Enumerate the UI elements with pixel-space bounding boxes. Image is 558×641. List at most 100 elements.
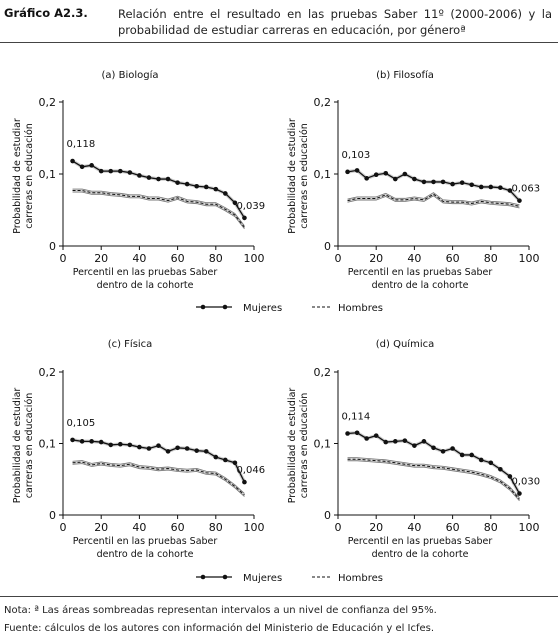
x-tick-label: 100	[244, 252, 265, 265]
footnote: Nota: ª Las áreas sombreadas representan…	[4, 605, 437, 616]
legend-men-label: Hombres	[338, 303, 383, 314]
x-tick-label: 0	[60, 521, 67, 534]
women-data-point	[242, 479, 247, 485]
women-data-point	[498, 466, 503, 472]
x-tick-label: 20	[94, 521, 108, 534]
women-data-point	[488, 460, 494, 466]
men-series-line	[347, 193, 520, 207]
women-data-point	[354, 430, 360, 436]
men-confidence-band	[347, 192, 520, 208]
women-data-point	[450, 181, 455, 187]
x-axis-label: Percentil en las pruebas Saber	[73, 536, 218, 547]
women-data-point	[459, 180, 465, 185]
data-label-start: 0,114	[342, 411, 371, 422]
women-data-point	[373, 433, 379, 438]
x-tick-label: 40	[407, 521, 421, 534]
x-tick-label: 100	[519, 521, 540, 534]
women-data-point	[393, 439, 398, 444]
y-tick-label: 0,1	[39, 168, 57, 181]
men-series-line	[347, 458, 520, 500]
women-data-point	[232, 460, 238, 466]
x-tick-label: 20	[369, 252, 383, 265]
women-data-point	[478, 457, 484, 463]
y-tick-label: 0	[49, 509, 56, 522]
x-tick-label: 100	[244, 521, 265, 534]
women-data-point	[165, 449, 171, 454]
y-tick-label: 0,2	[314, 96, 332, 109]
women-data-point	[469, 452, 475, 458]
x-axis-label: Percentil en las pruebas Saber	[348, 536, 493, 547]
women-data-point	[431, 445, 436, 451]
panel-2: (b) Filosofía 0 0,1 0,2 0 20 40 60 80 100 Percenti…	[287, 69, 540, 291]
x-tick-label: 60	[171, 252, 185, 265]
y-axis-label: Probabilidad de estudiar	[12, 388, 23, 504]
women-data-point	[175, 180, 180, 185]
women-data-point	[213, 186, 219, 192]
men-confidence-band-lower	[72, 463, 245, 497]
x-tick-label: 60	[171, 521, 185, 534]
women-data-point	[184, 181, 190, 187]
women-data-point	[488, 184, 494, 190]
women-data-point	[412, 443, 417, 448]
women-data-point	[364, 176, 369, 181]
women-data-point	[364, 436, 369, 441]
y-tick-label: 0,2	[39, 96, 57, 109]
legend: Mujeres Hombres	[196, 303, 383, 314]
women-data-point	[70, 158, 75, 164]
y-axis-label: carreras en educación	[299, 123, 310, 229]
women-data-point	[137, 444, 142, 450]
x-tick-label: 0	[335, 252, 342, 265]
figure-title: Relación entre el resultado en las prueb…	[118, 7, 552, 37]
women-data-point	[108, 168, 114, 174]
y-tick-label: 0,1	[314, 168, 332, 181]
women-data-point	[402, 171, 408, 177]
women-data-point	[156, 443, 161, 448]
women-data-point	[98, 439, 104, 445]
legend-women-label: Mujeres	[243, 573, 282, 584]
legend-women-marker	[222, 574, 228, 580]
women-data-point	[354, 168, 360, 173]
y-axis-label: carreras en educación	[24, 393, 35, 499]
women-data-point	[232, 200, 238, 206]
men-confidence-band-upper	[347, 192, 520, 206]
women-data-point	[203, 184, 209, 190]
data-label-end: 0,039	[236, 201, 265, 212]
women-data-point	[431, 179, 436, 185]
y-axis-label: Probabilidad de estudiar	[287, 388, 298, 504]
data-label-end: 0,046	[236, 465, 265, 476]
women-data-point	[507, 474, 513, 479]
y-axis-label: Probabilidad de estudiar	[287, 118, 298, 234]
women-data-point	[507, 188, 513, 193]
women-data-point	[175, 445, 180, 451]
men-series-line	[72, 461, 245, 496]
women-data-point	[223, 457, 228, 463]
y-axis-label: carreras en educación	[299, 393, 310, 499]
x-tick-label: 80	[209, 521, 223, 534]
women-data-point	[345, 169, 350, 175]
women-data-point	[469, 182, 475, 188]
women-data-point	[127, 170, 133, 175]
women-data-point	[203, 449, 209, 454]
figure-label: Gráfico A2.3.	[4, 6, 88, 20]
x-tick-label: 40	[407, 252, 421, 265]
panel-title: (c) Física	[108, 338, 153, 350]
panel-1: (a) Biología 0 0,1 0,2 0 20 40 60 80 100 Percentil…	[12, 69, 265, 291]
women-data-point	[223, 191, 228, 196]
panel-title: (b) Filosofía	[376, 69, 434, 81]
x-tick-label: 100	[519, 252, 540, 265]
legend-women-label: Mujeres	[243, 303, 282, 314]
women-data-point	[146, 446, 152, 451]
y-tick-label: 0	[49, 240, 56, 253]
legend-women-marker	[222, 304, 228, 310]
men-confidence-band	[72, 188, 245, 229]
women-data-point	[478, 184, 484, 190]
x-axis-label: dentro de la cohorte	[372, 549, 469, 560]
women-data-point	[440, 449, 446, 454]
legend-women-marker	[200, 574, 206, 580]
data-label-start: 0,105	[67, 418, 96, 429]
x-tick-label: 60	[446, 521, 460, 534]
legend-men-label: Hombres	[338, 573, 383, 584]
men-confidence-band-upper	[347, 457, 520, 498]
x-tick-label: 80	[484, 252, 498, 265]
x-tick-label: 0	[335, 521, 342, 534]
